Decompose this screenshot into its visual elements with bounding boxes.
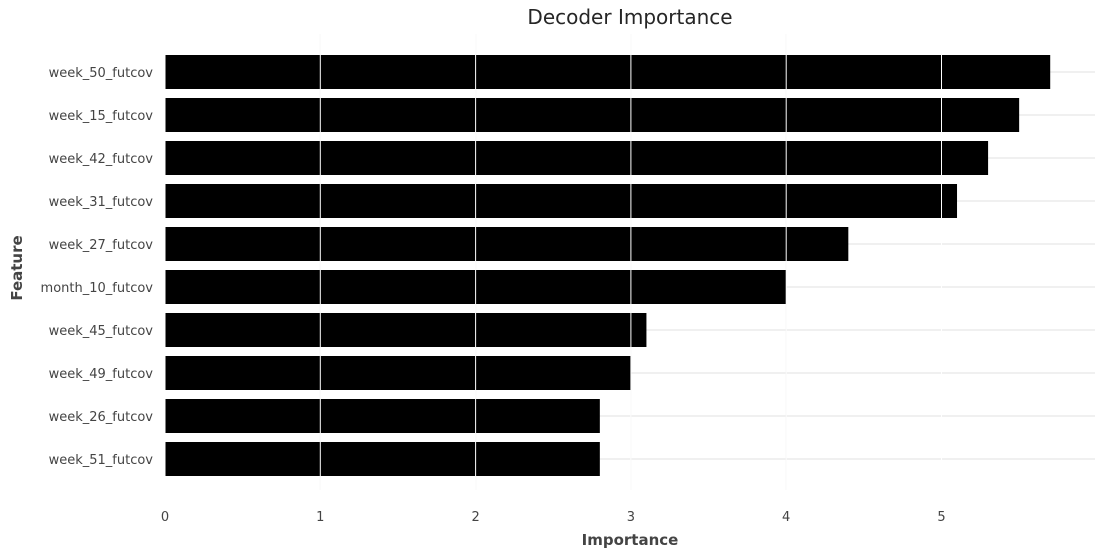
bar-week_15_futcov [165,98,1020,132]
bar-week_26_futcov [165,399,600,433]
y-tick-label: month_10_futcov [41,281,154,296]
bar-week_42_futcov [165,141,989,175]
y-tick-label: week_31_futcov [49,195,154,210]
vertical-gridlines [164,34,942,490]
y-tick-label: week_45_futcov [49,324,154,339]
bar-week_45_futcov [165,313,647,347]
bar-week_27_futcov [165,227,849,261]
x-tick-label: 2 [471,510,479,525]
bars-group [165,55,1051,476]
y-tick-label: week_27_futcov [49,238,154,253]
bar-week_51_futcov [165,442,600,476]
chart-title: Decoder Importance [527,5,732,29]
bar-week_31_futcov [165,184,958,218]
x-axis-label: Importance [582,531,679,549]
x-tick-label: 3 [627,510,635,525]
y-tick-label: week_42_futcov [49,152,154,167]
y-tick-labels: week_50_futcov week_15_futcov week_42_futc… [41,66,154,468]
x-tick-label: 5 [937,510,945,525]
bar-week_49_futcov [165,356,631,390]
y-axis-label: Feature [8,235,26,300]
x-tick-label: 0 [161,510,169,525]
y-tick-label: week_26_futcov [49,410,154,425]
bar-week_50_futcov [165,55,1051,89]
x-tick-label: 4 [782,510,790,525]
x-tick-labels: 0 1 2 3 4 5 [161,510,946,525]
y-tick-label: week_50_futcov [49,66,154,81]
y-tick-label: week_15_futcov [49,109,154,124]
x-tick-label: 1 [316,510,324,525]
y-tick-label: week_49_futcov [49,367,154,382]
y-tick-label: week_51_futcov [49,453,154,468]
